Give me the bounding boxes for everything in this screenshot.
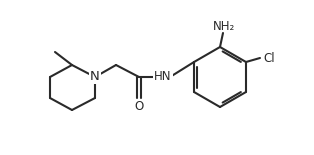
Text: N: N bbox=[90, 71, 100, 84]
Text: O: O bbox=[134, 100, 143, 113]
Text: Cl: Cl bbox=[263, 51, 275, 64]
Text: HN: HN bbox=[154, 71, 172, 84]
Text: NH₂: NH₂ bbox=[213, 20, 235, 33]
